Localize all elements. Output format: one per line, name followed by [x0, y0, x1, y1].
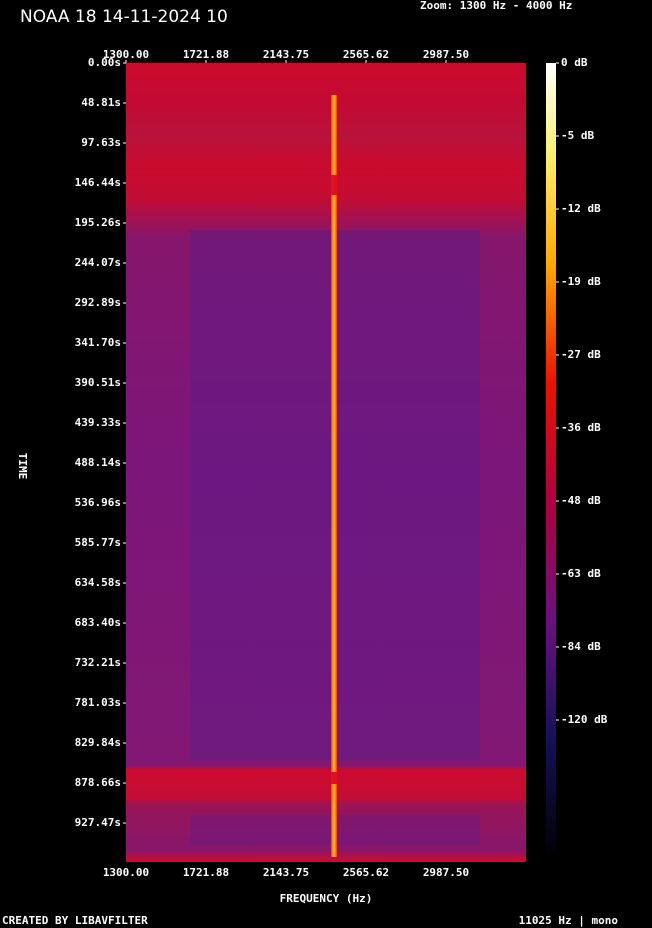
chart-title: NOAA 18 14-11-2024 10: [20, 7, 228, 27]
spectrogram: [126, 63, 526, 862]
x-tick-label-bottom: 2565.62: [343, 866, 389, 879]
colorbar-tick-label: -5 dB: [561, 129, 594, 142]
y-tick-label: 97.63s: [81, 136, 121, 149]
footer-left: CREATED BY LIBAVFILTER: [2, 914, 148, 927]
x-axis-label: FREQUENCY (Hz): [280, 892, 373, 905]
y-tick-label: 536.96s: [75, 496, 121, 509]
x-tick-label-top: 2143.75: [263, 48, 309, 61]
y-tick-label: 439.33s: [75, 416, 121, 429]
y-tick-label: 146.44s: [75, 176, 121, 189]
colorbar-tick-label: -120 dB: [561, 713, 608, 726]
y-tick-label: 292.89s: [75, 296, 121, 309]
x-tick-label-bottom: 1300.00: [103, 866, 149, 879]
y-tick-label: 829.84s: [75, 736, 121, 749]
y-tick-label: 341.70s: [75, 336, 121, 349]
signal-gap: [331, 772, 337, 784]
colorbar-tick-label: -84 dB: [561, 640, 601, 653]
colorbar-tick-label: 0 dB: [561, 56, 588, 69]
y-tick-label: 48.81s: [81, 96, 121, 109]
y-tick-label: 195.26s: [75, 216, 121, 229]
y-tick-label: 244.07s: [75, 256, 121, 269]
y-tick-label: 781.03s: [75, 696, 121, 709]
colorbar-tick-label: -36 dB: [561, 421, 601, 434]
y-tick-label: 488.14s: [75, 456, 121, 469]
signal-gap: [331, 175, 337, 195]
x-tick-label-bottom: 1721.88: [183, 866, 229, 879]
footer-right: 11025 Hz | mono: [519, 914, 619, 927]
y-tick-label: 585.77s: [75, 536, 121, 549]
colorbar-tick-label: -12 dB: [561, 202, 601, 215]
y-tick-label: 878.66s: [75, 776, 121, 789]
signal-trace: [331, 95, 337, 857]
colorbar: [546, 63, 556, 860]
y-tick-label: 390.51s: [75, 376, 121, 389]
x-tick-label-top: 1300.00: [103, 48, 149, 61]
zoom-label: Zoom: 1300 Hz - 4000 Hz: [420, 0, 572, 12]
y-tick-label: 683.40s: [75, 616, 121, 629]
colorbar-tick-label: -48 dB: [561, 494, 601, 507]
y-tick-label: 634.58s: [75, 576, 121, 589]
x-tick-label-bottom: 2143.75: [263, 866, 309, 879]
x-tick-label-bottom: 2987.50: [423, 866, 469, 879]
colorbar-tick-label: -63 dB: [561, 567, 601, 580]
x-tick-label-top: 2987.50: [423, 48, 469, 61]
colorbar-tick-label: -19 dB: [561, 275, 601, 288]
spectrogram-background: [126, 63, 526, 862]
y-axis-label: TIME: [16, 453, 29, 480]
y-tick-label: 0.00s: [88, 56, 121, 69]
x-tick-label-top: 1721.88: [183, 48, 229, 61]
x-tick-label-top: 2565.62: [343, 48, 389, 61]
y-tick-label: 927.47s: [75, 816, 121, 829]
y-tick-label: 732.21s: [75, 656, 121, 669]
colorbar-tick-label: -27 dB: [561, 348, 601, 361]
